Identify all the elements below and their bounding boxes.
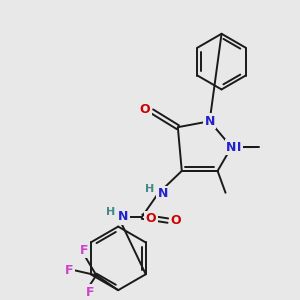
Text: O: O [170,214,181,227]
Text: H: H [106,207,115,217]
Text: F: F [65,264,74,277]
Text: F: F [86,286,94,299]
Text: F: F [65,264,74,277]
Text: O: O [170,214,181,227]
Text: H: H [146,184,154,194]
Text: F: F [80,244,89,257]
Text: N: N [226,141,237,154]
Text: N: N [204,115,215,128]
Text: H: H [106,207,115,217]
Text: N: N [226,141,237,154]
Text: F: F [86,286,94,299]
Text: O: O [140,103,150,116]
Text: N: N [158,187,168,200]
Text: F: F [80,244,89,257]
Text: N: N [158,187,168,200]
Text: N: N [118,210,128,223]
Text: N: N [204,115,215,128]
Text: N: N [231,141,242,154]
Text: O: O [140,103,150,116]
Text: N: N [118,210,128,223]
Text: O: O [146,212,156,225]
Text: H: H [146,184,154,194]
